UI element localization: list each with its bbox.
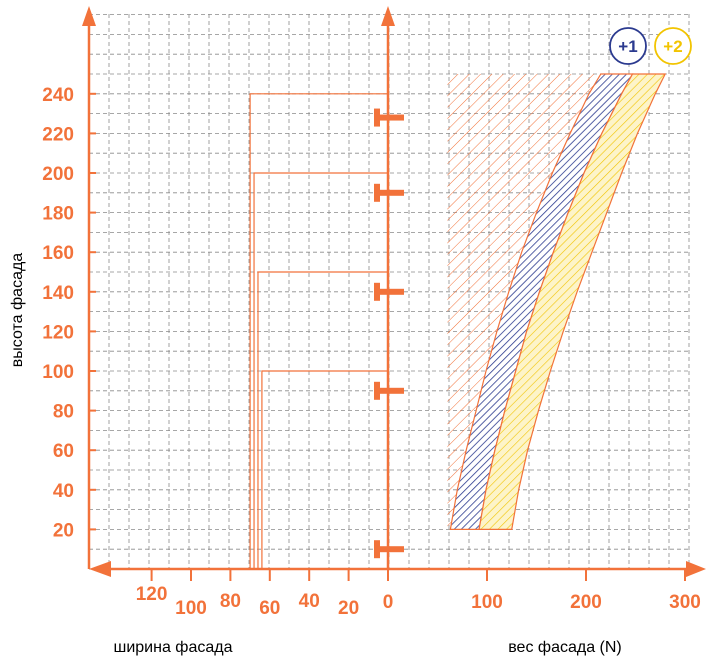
center-axis-arrow — [381, 6, 395, 26]
width-limit-1 — [249, 93, 388, 569]
width-axis-title: ширина фасада — [114, 639, 233, 656]
width-tick-label: 20 — [338, 598, 359, 619]
y-tick-label: 20 — [53, 520, 74, 541]
weight-axis-title: вес фасада (N) — [508, 639, 622, 656]
legend-badges: +1 +2 — [609, 27, 692, 65]
hinge-markers — [374, 108, 404, 559]
y-tick-label: 220 — [42, 124, 74, 145]
hinge-arm — [378, 387, 404, 394]
weight-tick-label: 0 — [383, 592, 394, 613]
width-limit-3 — [257, 271, 388, 569]
y-tick-label: 180 — [42, 204, 74, 225]
width-tick-label: 40 — [299, 591, 320, 612]
badge-label: +1 — [618, 37, 637, 56]
width-tick-label: 80 — [220, 591, 241, 612]
width-tick-label: 100 — [175, 598, 207, 619]
weight-tick-label: 200 — [570, 592, 602, 613]
y-tick-label: 120 — [42, 322, 74, 343]
width-tick-label: 120 — [136, 584, 168, 605]
badge-label: +2 — [663, 37, 682, 56]
badge-circle — [609, 27, 647, 65]
badge-circle — [654, 27, 692, 65]
hinge-plate — [374, 183, 380, 202]
width-tick-label: 60 — [259, 598, 280, 619]
badge-2: +2 — [654, 27, 692, 65]
hinge-plate — [374, 282, 380, 301]
y-tick-label: 200 — [42, 164, 74, 185]
y-tick-label: 140 — [42, 283, 74, 304]
hinge-5 — [374, 540, 404, 559]
x-axis-arrow-left — [89, 561, 111, 577]
y-tick-label: 60 — [53, 441, 74, 462]
hinge-arm — [378, 546, 404, 553]
width-limit-2 — [253, 172, 388, 569]
y-tick-label: 80 — [53, 402, 74, 423]
hinge-arm — [378, 288, 404, 295]
width-limit-lines — [249, 93, 388, 569]
hinge-2 — [374, 183, 404, 202]
hinge-plate — [374, 381, 380, 400]
hinge-arm — [378, 114, 404, 121]
badge-1: +1 — [609, 27, 647, 65]
hinge-plate — [374, 540, 380, 559]
axes — [82, 6, 706, 577]
hinge-4 — [374, 381, 404, 400]
hinge-plate — [374, 108, 380, 127]
y-axis-arrow — [82, 6, 96, 26]
weight-tick-label: 100 — [471, 592, 503, 613]
width-limit-4 — [261, 370, 388, 569]
hinge-arm — [378, 189, 404, 196]
weight-tick-label: 300 — [669, 592, 701, 613]
y-tick-label: 160 — [42, 243, 74, 264]
y-axis-title: высота фасада — [9, 253, 26, 368]
hinge-3 — [374, 282, 404, 301]
y-tick-label: 40 — [53, 481, 74, 502]
weight-regions — [449, 73, 667, 531]
region-band-2 — [478, 73, 667, 531]
y-tick-label: 240 — [42, 85, 74, 106]
hinge-1 — [374, 108, 404, 127]
y-tick-label: 100 — [42, 362, 74, 383]
x-axis-arrow-right — [686, 561, 706, 577]
